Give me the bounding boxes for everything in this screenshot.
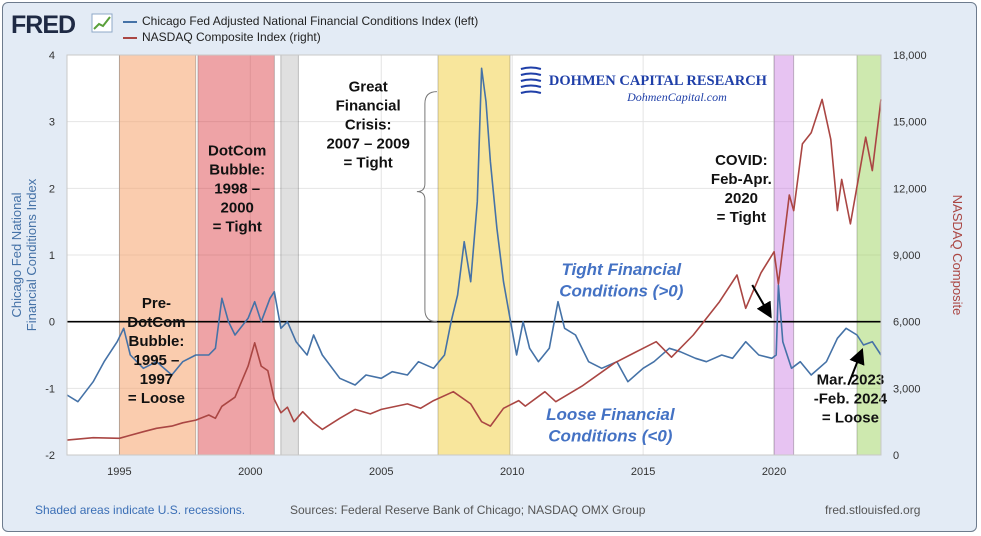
annotation-line: Bubble: <box>209 162 265 179</box>
annotation-3: Great Financial Crisis: 2007 – 2009 = Tight <box>326 78 409 171</box>
annotation-line: Conditions (<0) <box>548 427 673 446</box>
annotation-line: = Loose <box>822 410 879 427</box>
annotation-line: Feb-Apr. <box>711 171 772 188</box>
annotation-line: Pre- <box>142 295 171 312</box>
y-right-axis-title: NASDAQ Composite <box>950 195 965 316</box>
chart-header: FRED Chicago Fed Adjusted National Finan… <box>11 9 711 49</box>
annotation-line: 2020 <box>725 190 758 207</box>
annotation-line: Tight Financial <box>561 260 682 279</box>
shaded-period-4 <box>437 54 511 456</box>
watermark-title: DOHMEN CAPITAL RESEARCH <box>549 73 768 89</box>
y-left-tick-label: 4 <box>49 50 55 62</box>
annotation-line: 2007 – 2009 <box>326 136 409 153</box>
annotation-7: Loose Financial Conditions (<0) <box>546 405 676 446</box>
legend-item-nfci[interactable]: Chicago Fed Adjusted National Financial … <box>123 13 478 29</box>
legend-label-nasdaq: NASDAQ Composite Index (right) <box>142 30 321 44</box>
x-tick-label: 2015 <box>631 466 655 478</box>
y-right-tick-label: 0 <box>893 450 899 462</box>
series-line-nfci <box>66 67 882 403</box>
legend-label-nfci: Chicago Fed Adjusted National Financial … <box>142 14 479 28</box>
shaded-period-5 <box>773 54 795 456</box>
y-right-tick-label: 3,000 <box>893 383 921 395</box>
dohmen-logo-mark <box>520 66 542 70</box>
annotation-6: Tight Financial Conditions (>0) <box>559 260 684 301</box>
annotation-1: Pre- DotCom Bubble: 1995 – 1997 = Loose <box>127 295 185 407</box>
y-right-tick-label: 9,000 <box>893 250 921 262</box>
shaded-period-6 <box>856 54 882 456</box>
y-left-axis-title-line: Financial Conditions Index <box>24 178 39 331</box>
x-tick-label: 2010 <box>500 466 524 478</box>
sources-text: Sources: Federal Reserve Bank of Chicago… <box>290 503 646 517</box>
annotation-line: 1997 <box>140 371 173 388</box>
annotation-line: = Tight <box>344 155 393 172</box>
annotation-line: DotCom <box>127 314 185 331</box>
y-right-tick-label: 6,000 <box>893 317 921 329</box>
y-left-tick-label: 2 <box>49 183 55 195</box>
y-left-tick-label: -2 <box>45 450 55 462</box>
annotation-line: = Tight <box>717 209 766 226</box>
annotation-line: 1995 – <box>134 352 180 369</box>
shaded-period-1 <box>118 54 197 456</box>
annotation-line: Great <box>349 78 388 95</box>
y-left-tick-label: -1 <box>45 383 55 395</box>
annotation-line: DotCom <box>208 142 266 159</box>
annotation-line: COVID: <box>715 152 768 169</box>
fred-graph-icon <box>91 13 113 33</box>
legend-swatch-nfci <box>123 20 137 23</box>
annotation-line: = Loose <box>128 390 185 407</box>
x-tick-label: 2005 <box>369 466 393 478</box>
annotation-line: Conditions (>0) <box>559 281 684 300</box>
dohmen-logo <box>520 66 542 94</box>
fred-logo[interactable]: FRED <box>11 11 76 39</box>
plot-border <box>66 54 882 456</box>
legend-swatch-nasdaq <box>123 36 137 39</box>
shaded-period-2 <box>197 54 275 456</box>
y-right-tick-label: 12,000 <box>893 183 927 195</box>
y-left-tick-label: 3 <box>49 117 55 129</box>
y-left-axis-title: Chicago Fed NationalFinancial Conditions… <box>9 178 39 331</box>
chart-plot: -2 -1 0 1 2 3 4 0 3,000 6,000 9,000 12,000 15,000 18,… <box>9 50 965 478</box>
x-tick-label: 2000 <box>238 466 262 478</box>
x-tick-label: 2020 <box>762 466 786 478</box>
recession-note: Shaded areas indicate U.S. recessions. <box>35 503 246 517</box>
x-tick-label: 1995 <box>107 466 131 478</box>
annotation-line: Financial <box>336 98 401 115</box>
chart-legend: Chicago Fed Adjusted National Financial … <box>123 13 478 45</box>
dohmen-logo-mark <box>520 84 542 88</box>
y-right-tick-label: 18,000 <box>893 50 927 62</box>
annotation-line: = Tight <box>213 219 262 236</box>
dohmen-logo-mark <box>520 72 542 76</box>
annotation-line: Loose Financial <box>546 405 676 424</box>
annotation-line: Bubble: <box>129 333 185 350</box>
covid-arrow <box>751 284 772 319</box>
series-line-nasdaq <box>66 98 882 441</box>
annotation-line: 2000 <box>221 200 254 217</box>
recent-arrow <box>847 347 865 386</box>
dohmen-logo-mark <box>520 78 542 82</box>
annotation-line: 1998 – <box>214 181 260 198</box>
shaded-period-3 <box>280 54 299 456</box>
annotation-line: -Feb. 2024 <box>814 391 888 408</box>
y-left-tick-label: 1 <box>49 250 55 262</box>
site-link[interactable]: fred.stlouisfed.org <box>825 503 921 517</box>
dohmen-logo-mark <box>520 90 542 94</box>
y-left-tick-label: 0 <box>49 317 55 329</box>
legend-item-nasdaq[interactable]: NASDAQ Composite Index (right) <box>123 29 478 45</box>
annotation-2: DotCom Bubble: 1998 – 2000 = Tight <box>208 142 266 235</box>
y-right-tick-label: 15,000 <box>893 117 927 129</box>
watermark-subtitle: DohmenCapital.com <box>626 90 727 104</box>
annotation-4: COVID: Feb-Apr. 2020 = Tight <box>711 152 772 226</box>
y-left-axis-title-line: Chicago Fed National <box>9 192 24 317</box>
annotation-line: Crisis: <box>345 117 392 134</box>
